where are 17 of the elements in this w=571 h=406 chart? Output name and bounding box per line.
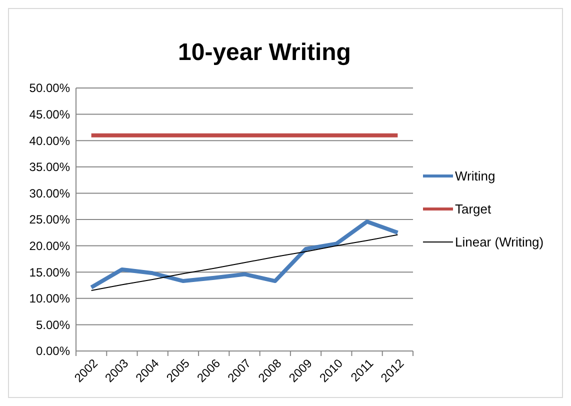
y-tick-label: 45.00% (29, 108, 70, 122)
chart-title: 10-year Writing (178, 39, 351, 66)
y-tick-label: 25.00% (29, 212, 70, 227)
y-tick-label: 20.00% (29, 239, 70, 253)
y-tick-label: 5.00% (36, 318, 70, 332)
legend-label: Writing (455, 168, 496, 184)
y-tick-label: 10.00% (29, 292, 70, 306)
y-tick-label: 0.00% (36, 344, 70, 358)
line-series (90, 234, 398, 292)
y-tick-label: 30.00% (29, 186, 70, 200)
y-tick-label: 40.00% (29, 134, 70, 148)
y-tick-label: 15.00% (29, 265, 70, 280)
legend-label: Linear (Writing) (455, 234, 544, 250)
line-series (89, 220, 400, 290)
y-tick-label: 50.00% (29, 81, 70, 96)
legend-label: Target (455, 202, 492, 217)
y-tick-label: 35.00% (29, 160, 70, 174)
